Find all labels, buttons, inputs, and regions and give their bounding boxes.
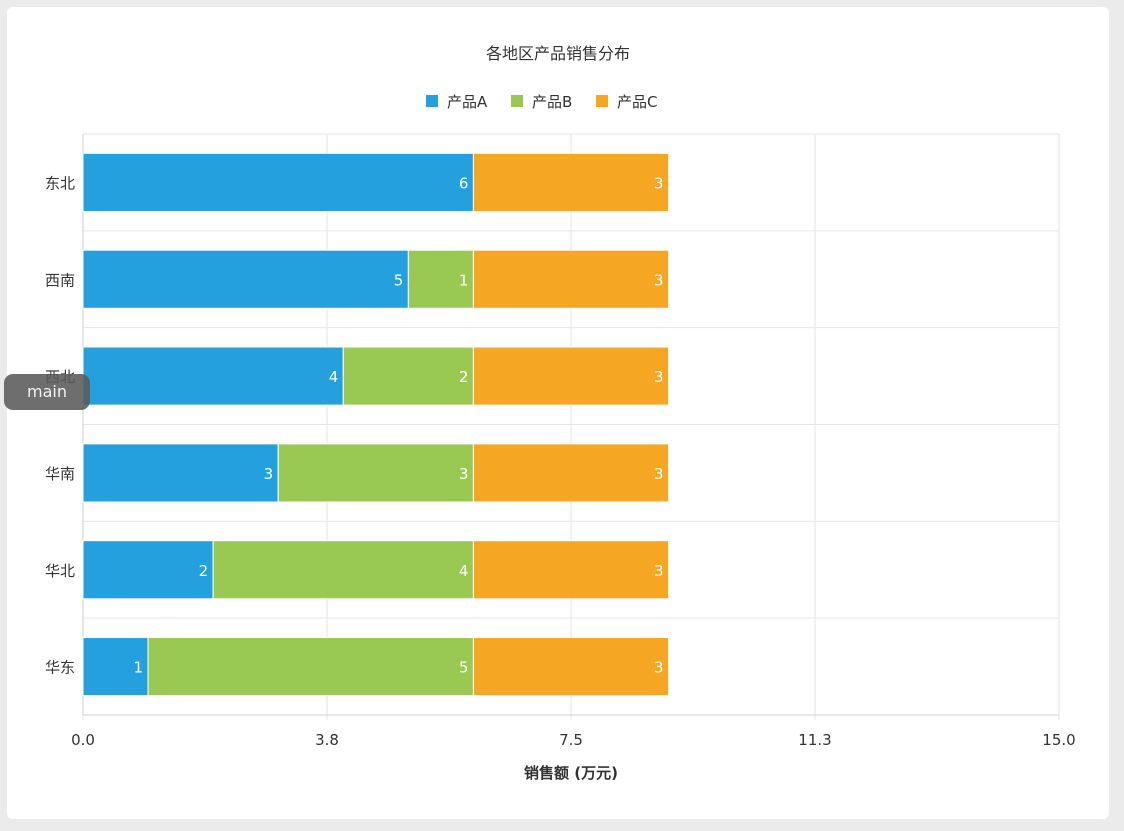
x-tick-label-3: 11.3 bbox=[798, 731, 831, 749]
chart-card: 各地区产品销售分布 产品A 产品B 产品C 6 3 5 1 3 4 2 3 3 3 3 2 4 3 1 5 3 东北… bbox=[7, 7, 1109, 819]
bar-3-1 bbox=[277, 443, 474, 503]
data-label-4-1: 4 bbox=[459, 562, 469, 580]
bar-4-2 bbox=[472, 540, 670, 600]
bar-0-0 bbox=[82, 152, 474, 212]
legend-swatch-0 bbox=[426, 95, 438, 107]
bar-3-2 bbox=[472, 443, 670, 503]
legend-label-2: 产品C bbox=[617, 93, 657, 111]
bar-5-1 bbox=[147, 637, 474, 697]
data-label-1-1: 1 bbox=[459, 271, 469, 289]
y-tick-label-0: 东北 bbox=[45, 174, 75, 192]
data-label-1-0: 5 bbox=[394, 271, 404, 289]
stacked-bar-chart: 各地区产品销售分布 产品A 产品B 产品C 6 3 5 1 3 4 2 3 3 3 3 2 4 3 1 5 3 东北… bbox=[45, 44, 1076, 782]
bar-2-2 bbox=[472, 346, 670, 406]
data-label-4-2: 3 bbox=[654, 562, 664, 580]
data-label-2-2: 3 bbox=[654, 368, 664, 386]
bar-3-0 bbox=[82, 443, 279, 503]
data-label-0-2: 3 bbox=[654, 174, 664, 192]
y-tick-label-1: 西南 bbox=[45, 271, 75, 289]
bars: 6 3 5 1 3 4 2 3 3 3 3 2 4 3 1 5 3 bbox=[82, 152, 670, 697]
x-tick-label-0: 0.0 bbox=[71, 731, 95, 749]
bar-5-0 bbox=[82, 637, 149, 697]
legend-swatch-1 bbox=[511, 95, 523, 107]
data-label-0-0: 6 bbox=[459, 174, 469, 192]
legend-swatch-2 bbox=[596, 95, 608, 107]
legend-label-0: 产品A bbox=[447, 93, 488, 111]
bar-0-2 bbox=[472, 152, 670, 212]
data-label-5-0: 1 bbox=[134, 659, 144, 677]
legend-label-1: 产品B bbox=[532, 93, 572, 111]
y-tick-label-4: 华北 bbox=[45, 562, 75, 580]
category-axis: 东北西南西北华南华北华东 bbox=[45, 174, 75, 676]
data-label-3-0: 3 bbox=[264, 465, 274, 483]
data-label-1-2: 3 bbox=[654, 271, 664, 289]
legend: 产品A 产品B 产品C bbox=[426, 93, 657, 111]
data-label-2-0: 4 bbox=[329, 368, 339, 386]
data-label-5-1: 5 bbox=[459, 659, 469, 677]
data-label-3-2: 3 bbox=[654, 465, 664, 483]
x-tick-label-1: 3.8 bbox=[315, 731, 339, 749]
chart-title: 各地区产品销售分布 bbox=[486, 44, 630, 63]
bar-1-0 bbox=[82, 249, 409, 309]
bar-4-0 bbox=[82, 540, 214, 600]
bar-4-1 bbox=[212, 540, 474, 600]
bar-2-1 bbox=[342, 346, 474, 406]
y-tick-label-5: 华东 bbox=[45, 659, 75, 677]
bar-5-2 bbox=[472, 637, 670, 697]
data-label-3-1: 3 bbox=[459, 465, 469, 483]
bar-1-2 bbox=[472, 249, 670, 309]
frame-badge: main bbox=[4, 374, 90, 410]
value-axis: 0.0 3.8 7.5 11.3 15.0 bbox=[71, 731, 1076, 749]
x-axis-title: 销售额 (万元) bbox=[524, 764, 618, 782]
y-tick-label-3: 华南 bbox=[45, 465, 75, 483]
x-tick-label-2: 7.5 bbox=[559, 731, 583, 749]
data-label-4-0: 2 bbox=[199, 562, 209, 580]
grid-lines bbox=[82, 133, 1060, 720]
x-tick-label-4: 15.0 bbox=[1042, 731, 1075, 749]
data-label-5-2: 3 bbox=[654, 659, 664, 677]
data-label-2-1: 2 bbox=[459, 368, 469, 386]
bar-2-0 bbox=[82, 346, 344, 406]
